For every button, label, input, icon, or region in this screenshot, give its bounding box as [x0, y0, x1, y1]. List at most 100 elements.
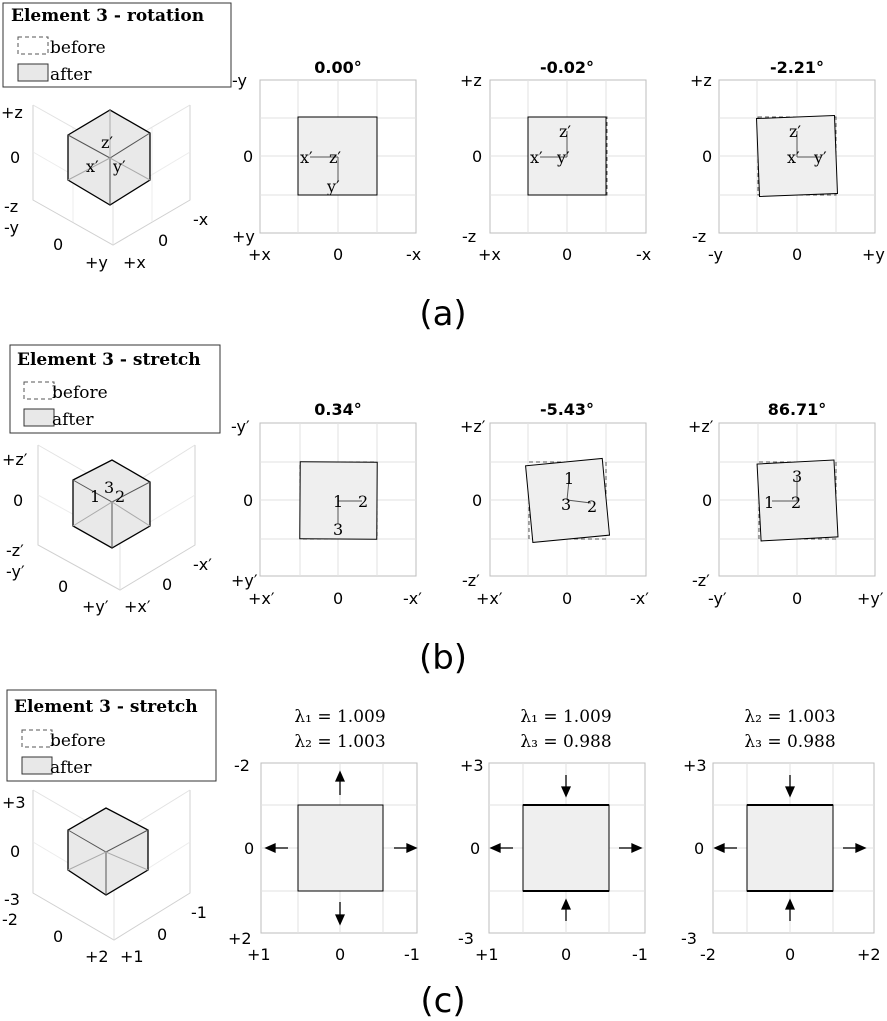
x-tick: 0 — [785, 945, 795, 964]
x-tick: +x′ — [476, 589, 503, 608]
arrows — [713, 775, 867, 921]
cube-label: z′ — [101, 133, 113, 152]
x-tick: +y′ — [857, 589, 884, 608]
cube-label: 3 — [104, 478, 114, 497]
z-tick: -z — [4, 197, 18, 216]
legend-after-label: after — [52, 410, 94, 430]
panel-title: 0.00° — [314, 58, 361, 77]
x-tick: +x′ — [124, 597, 151, 616]
node-label: 1 — [764, 493, 774, 512]
y-tick: +y′ — [82, 597, 109, 616]
panel-title-line1: λ₁ = 1.009 — [520, 707, 611, 727]
y-tick: 0 — [694, 839, 704, 858]
y-tick: -2 — [2, 910, 18, 929]
x-tick: +x — [248, 245, 271, 264]
legend-title: Element 3 - rotation — [11, 6, 204, 26]
panel-title: 86.71° — [768, 400, 827, 419]
x-tick: -x′ — [403, 589, 422, 608]
node-label: 2 — [791, 493, 801, 512]
x-tick: -x — [406, 245, 421, 264]
legend-b: Element 3 - stretch before after — [9, 344, 221, 434]
x-tick: 0 — [561, 945, 571, 964]
square-after — [522, 804, 610, 892]
y-tick: +2 — [228, 929, 252, 948]
node-label: 3 — [792, 467, 802, 486]
panel-title-line2: λ₃ = 0.988 — [744, 732, 835, 752]
row-a: Element 3 - rotation before after z′ x′ — [1, 2, 885, 334]
y-tick: 0 — [243, 147, 253, 166]
z-tick: +3 — [2, 793, 26, 812]
y-tick: 0 — [243, 491, 253, 510]
x-tick: +1 — [247, 945, 271, 964]
z-tick: 0 — [10, 148, 20, 167]
panel-title-line1: λ₁ = 1.009 — [294, 707, 385, 727]
x-tick: 0 — [335, 945, 345, 964]
y-tick: -y — [232, 71, 247, 90]
legend-before-swatch — [17, 36, 49, 55]
node-label: x′ — [300, 148, 313, 167]
y-tick: -z — [462, 227, 476, 246]
panel-title-line2: λ₂ = 1.003 — [294, 732, 385, 752]
cube-label: x′ — [86, 157, 99, 176]
y-tick: +z′ — [460, 417, 486, 436]
node-label: 2 — [358, 492, 368, 511]
panel-title: -2.21° — [770, 58, 824, 77]
y-tick: +y′ — [231, 571, 258, 590]
x-tick: 0 — [158, 231, 168, 250]
z-tick: +z — [1, 103, 23, 122]
node-label: 1 — [564, 469, 574, 488]
x-tick: 0 — [157, 925, 167, 944]
z-tick: +z′ — [2, 450, 28, 469]
cube-label: y′ — [112, 157, 126, 176]
y-tick: 0 — [470, 839, 480, 858]
legend-before-swatch — [21, 729, 53, 748]
x-tick: +x′ — [248, 589, 275, 608]
x-tick: -y — [708, 245, 723, 264]
x-tick: 0 — [162, 575, 172, 594]
y-tick: -3 — [681, 929, 697, 948]
x-tick: +x — [478, 245, 501, 264]
x-tick: 0 — [792, 245, 802, 264]
node-label: 3 — [333, 520, 343, 539]
cube-label: 1 — [90, 487, 100, 506]
node-label: 3 — [561, 495, 571, 514]
node-label: x′ — [530, 148, 543, 167]
x-tick: -1 — [632, 945, 648, 964]
cube-label: 2 — [115, 487, 125, 506]
y-tick: -y′ — [231, 417, 250, 436]
x-tick: 0 — [333, 245, 343, 264]
x-tick: -1 — [404, 945, 420, 964]
y-tick: 0 — [472, 491, 482, 510]
y-tick: -3 — [458, 929, 474, 948]
legend-before-label: before — [50, 38, 106, 58]
x-tick: -1 — [191, 903, 207, 922]
caption-c: (c) — [420, 981, 465, 1021]
legend-a: Element 3 - rotation before after — [2, 2, 232, 88]
y-tick: -y′ — [6, 562, 25, 581]
legend-after-label: after — [50, 758, 92, 778]
legend-c: Element 3 - stretch before after — [6, 689, 217, 782]
legend-before-swatch — [23, 381, 55, 400]
legend-after-swatch — [23, 408, 55, 427]
x-tick: 0 — [562, 589, 572, 608]
legend-after-label: after — [50, 65, 92, 85]
node-label: z′ — [329, 148, 341, 167]
y-tick: +z — [690, 71, 712, 90]
x-tick: 0 — [333, 589, 343, 608]
y-tick: -z — [692, 227, 706, 246]
y-tick: 0 — [244, 839, 254, 858]
legend-title: Element 3 - stretch — [17, 350, 201, 370]
x-tick: +1 — [475, 945, 499, 964]
legend-after-swatch — [21, 756, 53, 775]
legend-before-label: before — [50, 731, 106, 751]
panel-title-line2: λ₃ = 0.988 — [520, 732, 611, 752]
y-tick: +2 — [85, 947, 109, 966]
legend-after-swatch — [17, 63, 49, 82]
y-tick: +z — [460, 71, 482, 90]
y-tick: 0 — [53, 927, 63, 946]
node-label: z′ — [789, 122, 801, 141]
x-tick: -x′ — [630, 589, 649, 608]
panel-title-line1: λ₂ = 1.003 — [744, 707, 835, 727]
arrows — [264, 770, 418, 926]
node-label: y′ — [556, 148, 570, 167]
